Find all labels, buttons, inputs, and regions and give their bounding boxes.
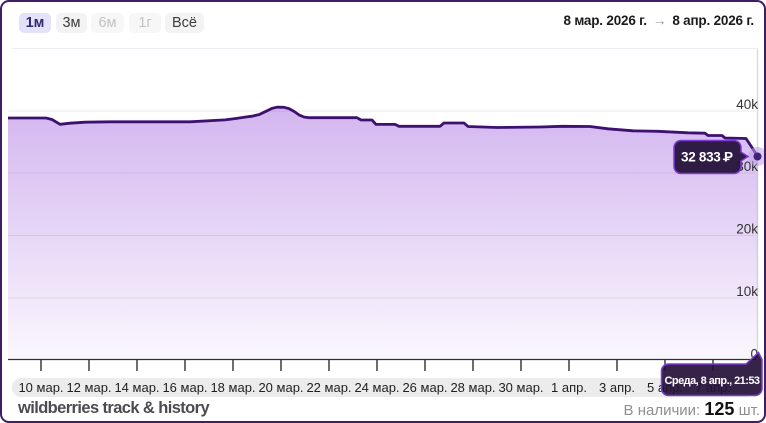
svg-text:3 апр.: 3 апр. (599, 380, 635, 395)
svg-text:20k: 20k (736, 222, 758, 237)
svg-text:14 мар.: 14 мар. (114, 380, 159, 395)
svg-text:28 мар.: 28 мар. (450, 380, 495, 395)
svg-text:0: 0 (750, 347, 758, 362)
svg-text:16 мар.: 16 мар. (162, 380, 207, 395)
svg-text:10k: 10k (736, 284, 758, 299)
svg-text:20 мар.: 20 мар. (258, 380, 303, 395)
svg-text:32 833 Р: 32 833 Р (681, 150, 733, 165)
svg-text:22 мар.: 22 мар. (306, 380, 351, 395)
svg-text:18 мар.: 18 мар. (210, 380, 255, 395)
svg-text:10 мар.: 10 мар. (18, 380, 63, 395)
svg-text:30 мар.: 30 мар. (498, 380, 543, 395)
svg-text:Среда, 8 апр., 21:53: Среда, 8 апр., 21:53 (665, 375, 760, 387)
svg-text:12 мар.: 12 мар. (66, 380, 111, 395)
svg-text:40k: 40k (736, 97, 758, 112)
svg-text:24 мар.: 24 мар. (354, 380, 399, 395)
svg-text:26 мар.: 26 мар. (402, 380, 447, 395)
svg-text:1 апр.: 1 апр. (551, 380, 587, 395)
